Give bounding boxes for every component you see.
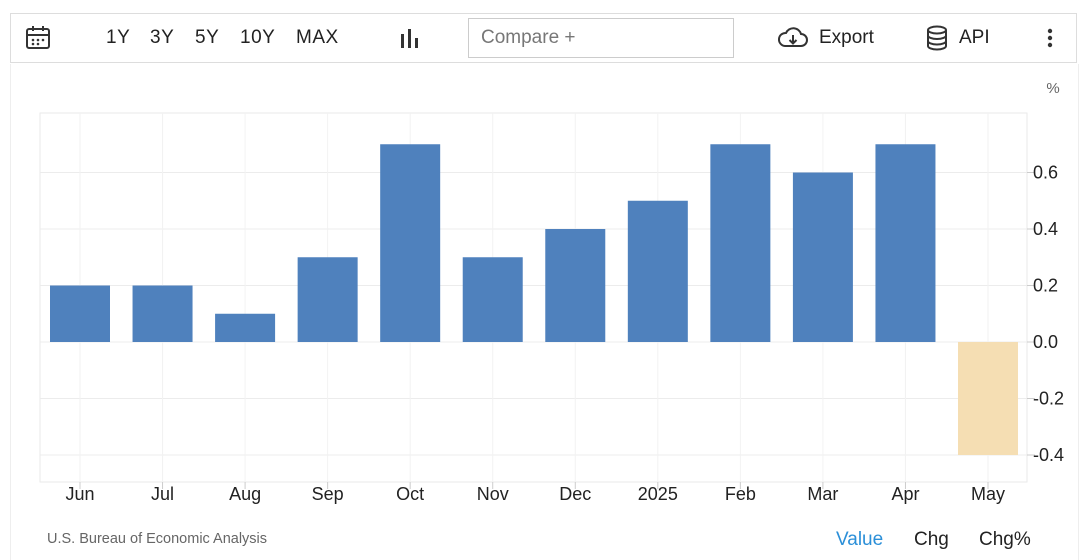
api-label: API [959, 27, 990, 48]
x-tick-label: Mar [807, 484, 838, 504]
bar [297, 257, 358, 342]
y-tick-label: -0.4 [1033, 445, 1064, 465]
y-tick-label: 0.0 [1033, 332, 1058, 352]
vertical-dots-icon[interactable] [1045, 14, 1055, 62]
export-button[interactable]: Export [777, 14, 874, 62]
mode-value-tab[interactable]: Value [836, 529, 884, 550]
bar [545, 229, 606, 342]
mode-chg-tab[interactable]: Chg [914, 529, 949, 550]
x-tick-label: Jul [151, 484, 174, 504]
range-1y-button[interactable]: 1Y [106, 27, 131, 48]
bar-chart: % 0.6 0.4 0.2 0.0 -0.2 -0.4 Jun Jul Aug Sep Oct Nov D… [39, 80, 1064, 504]
bar [462, 257, 523, 342]
x-tick-label: 2025 [638, 484, 678, 504]
api-button[interactable]: API [925, 14, 990, 62]
y-tick-label: -0.2 [1033, 389, 1064, 409]
range-3y-button[interactable]: 3Y [150, 27, 175, 48]
chart-panel [10, 64, 1079, 560]
x-tick-label: May [971, 484, 1005, 504]
y-tick-label: 0.4 [1033, 219, 1058, 239]
cloud-download-icon [778, 27, 808, 47]
range-10y-button[interactable]: 10Y [240, 27, 276, 48]
bar [875, 144, 936, 342]
bar-chart-icon[interactable] [399, 14, 421, 62]
y-tick-label: 0.2 [1033, 276, 1058, 296]
bar [380, 144, 441, 342]
bar [958, 342, 1018, 455]
plot-frame [39, 112, 1028, 483]
bar [132, 285, 193, 342]
x-tick-label: Dec [559, 484, 591, 504]
mode-chgpct-tab[interactable]: Chg% [979, 529, 1031, 550]
x-tick-label: Nov [477, 484, 509, 504]
range-max-button[interactable]: MAX [296, 27, 339, 48]
bar [50, 285, 110, 342]
y-tick-label: 0.6 [1033, 163, 1058, 183]
y-unit-label: % [1046, 80, 1059, 97]
bar [792, 172, 853, 342]
bar [215, 313, 276, 342]
chart-toolbar: 1Y 3Y 5Y 10Y MAX Export API [10, 13, 1077, 63]
data-source: U.S. Bureau of Economic Analysis [47, 531, 268, 547]
x-tick-label: Apr [891, 484, 919, 504]
x-tick-label: Sep [312, 484, 344, 504]
x-tick-label: Aug [229, 484, 261, 504]
calendar-icon[interactable] [25, 14, 51, 62]
compare-input[interactable] [468, 18, 734, 58]
x-tick-label: Oct [396, 484, 424, 504]
x-tick-label: Jun [65, 484, 94, 504]
export-label: Export [819, 27, 874, 48]
database-icon [927, 25, 947, 51]
range-5y-button[interactable]: 5Y [195, 27, 220, 48]
x-tick-label: Feb [725, 484, 756, 504]
bar [627, 200, 688, 342]
bar [710, 144, 771, 342]
